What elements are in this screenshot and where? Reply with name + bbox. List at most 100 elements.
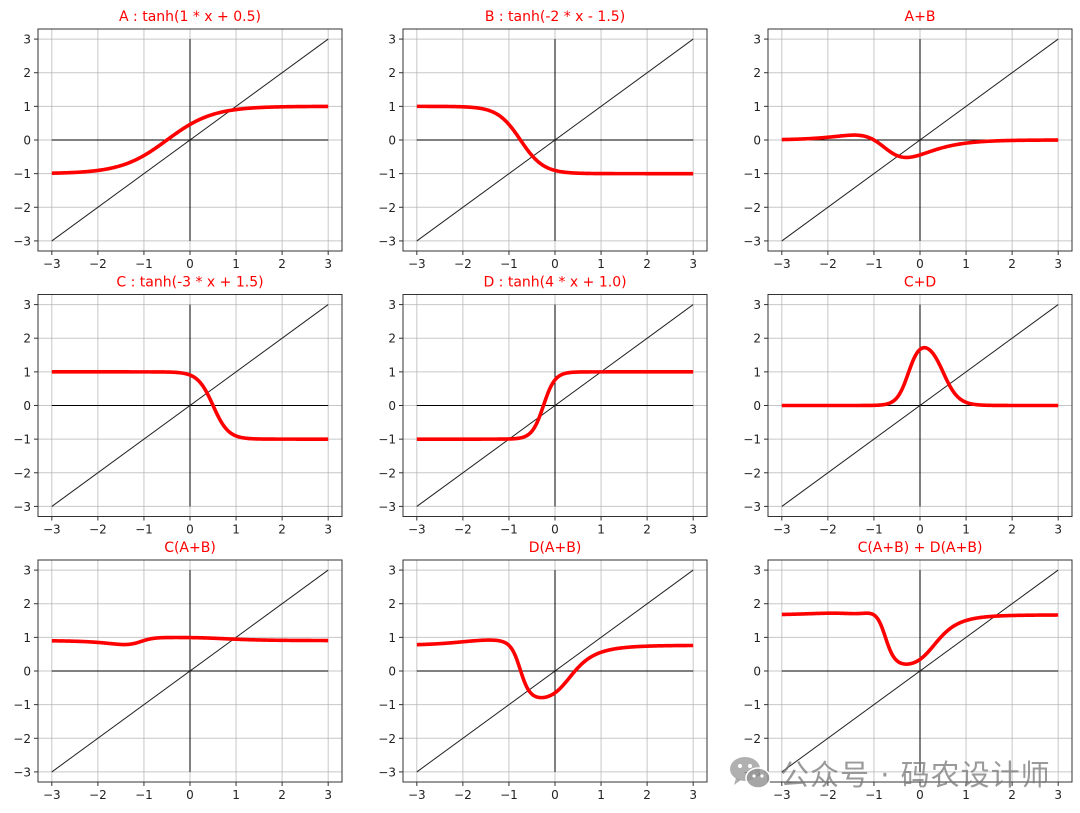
x-tick-label: −2: [454, 257, 472, 271]
y-tick-label: 3: [388, 33, 396, 47]
y-tick-label: 1: [23, 631, 31, 645]
identity-line: [416, 304, 694, 507]
x-tick-label: −1: [135, 788, 153, 802]
subplot-title: C(A+B) + D(A+B): [858, 540, 983, 556]
y-tick-label: 0: [388, 399, 396, 413]
y-tick-label: −2: [378, 466, 396, 480]
y-tick-label: −3: [743, 234, 761, 248]
x-tick-label: 2: [643, 257, 651, 271]
x-tick-label: 0: [551, 257, 559, 271]
x-tick-label: 2: [278, 523, 286, 537]
x-tick-label: 1: [962, 257, 970, 271]
x-tick-label: 2: [643, 788, 651, 802]
series-line: [50, 370, 330, 441]
x-tick-label: 3: [1054, 523, 1062, 537]
y-tick-label: 3: [388, 564, 396, 578]
y-tick-label: 2: [23, 66, 31, 80]
x-tick-label: −3: [43, 788, 61, 802]
subplot-7: −3 −2 −1 0 1 2 3 −3 −2 −1 0 1 2 3 C(A+B): [13, 540, 343, 802]
y-tick-label: 3: [753, 298, 761, 312]
subplot-5: −3 −2 −1 0 1 2 3 −3 −2 −1 0 1 2 3 D : tanh(4 * x + 1.0…: [378, 275, 708, 537]
y-tick-label: −3: [378, 765, 396, 779]
x-tick-label: −1: [865, 523, 883, 537]
y-tick-label: 2: [388, 597, 396, 611]
y-tick-label: −1: [743, 167, 761, 181]
x-tick-label: 3: [324, 523, 332, 537]
x-tick-label: −3: [773, 523, 791, 537]
y-tick-label: −3: [13, 500, 31, 514]
series-line: [780, 345, 1060, 408]
y-tick-label: −3: [378, 500, 396, 514]
y-tick-label: −2: [743, 201, 761, 215]
y-tick-label: 0: [753, 665, 761, 679]
y-tick-label: −1: [13, 433, 31, 447]
subplot-title: A+B: [905, 9, 936, 25]
x-tick-label: −3: [43, 257, 61, 271]
y-tick-label: 1: [388, 100, 396, 114]
x-tick-label: 1: [232, 257, 240, 271]
x-tick-label: 1: [962, 523, 970, 537]
watermark-text: 公众号 · 码农设计师: [780, 758, 1051, 792]
series-line: [780, 133, 1060, 160]
x-tick-label: 1: [597, 523, 605, 537]
y-tick-label: 3: [388, 298, 396, 312]
y-tick-label: 2: [753, 66, 761, 80]
x-tick-label: 0: [186, 523, 194, 537]
subplot-title: A : tanh(1 * x + 0.5): [119, 9, 261, 25]
x-tick-label: 2: [278, 257, 286, 271]
y-tick-label: −1: [743, 698, 761, 712]
subplot-title: D : tanh(4 * x + 1.0): [483, 275, 626, 291]
x-tick-label: −2: [89, 788, 107, 802]
x-tick-label: 0: [916, 257, 924, 271]
y-tick-label: 0: [23, 665, 31, 679]
y-tick-label: −1: [378, 433, 396, 447]
x-tick-label: 3: [689, 523, 697, 537]
x-tick-label: 0: [916, 788, 924, 802]
x-tick-label: −2: [89, 257, 107, 271]
x-tick-label: 2: [1008, 257, 1016, 271]
y-tick-label: 0: [388, 134, 396, 148]
x-tick-label: −3: [408, 523, 426, 537]
y-tick-label: −1: [13, 698, 31, 712]
subplot-2: −3 −2 −1 0 1 2 3 −3 −2 −1 0 1 2 3 B : tanh(-2 * x - 1.…: [378, 9, 708, 271]
x-tick-label: 0: [551, 523, 559, 537]
x-tick-label: 1: [232, 788, 240, 802]
x-tick-label: 3: [324, 257, 332, 271]
y-tick-label: 3: [23, 564, 31, 578]
identity-line: [416, 38, 694, 242]
identity-line: [416, 569, 694, 773]
y-tick-label: −2: [13, 466, 31, 480]
x-tick-label: −2: [819, 788, 837, 802]
subplot-1: −3 −2 −1 0 1 2 3 −3 −2 −1 0 1 2 3 A : tanh(1 * x + 0.5…: [13, 9, 343, 271]
y-tick-label: 2: [753, 332, 761, 346]
y-tick-label: 1: [388, 365, 396, 379]
identity-line: [51, 38, 329, 242]
x-tick-label: −2: [819, 523, 837, 537]
x-tick-label: −2: [819, 257, 837, 271]
x-tick-label: 3: [1054, 257, 1062, 271]
y-tick-label: −3: [378, 234, 396, 248]
x-tick-label: −3: [408, 257, 426, 271]
x-tick-label: 0: [551, 788, 559, 802]
y-tick-label: 0: [753, 134, 761, 148]
identity-line: [51, 569, 329, 773]
x-tick-label: 1: [232, 523, 240, 537]
x-tick-label: −2: [454, 788, 472, 802]
series-line: [415, 370, 695, 441]
series-line: [415, 638, 695, 700]
x-tick-label: 0: [186, 257, 194, 271]
x-tick-label: 3: [689, 257, 697, 271]
x-tick-label: −1: [500, 788, 518, 802]
y-tick-label: −2: [378, 732, 396, 746]
y-tick-label: −2: [13, 732, 31, 746]
x-tick-label: −1: [135, 257, 153, 271]
series-line: [780, 611, 1060, 666]
subplot-title: B : tanh(-2 * x - 1.5): [485, 9, 625, 25]
x-tick-label: 1: [962, 788, 970, 802]
watermark: 公众号 · 码农设计师: [728, 752, 1051, 794]
x-tick-label: 2: [1008, 523, 1016, 537]
y-tick-label: 2: [388, 332, 396, 346]
x-tick-label: 3: [324, 788, 332, 802]
